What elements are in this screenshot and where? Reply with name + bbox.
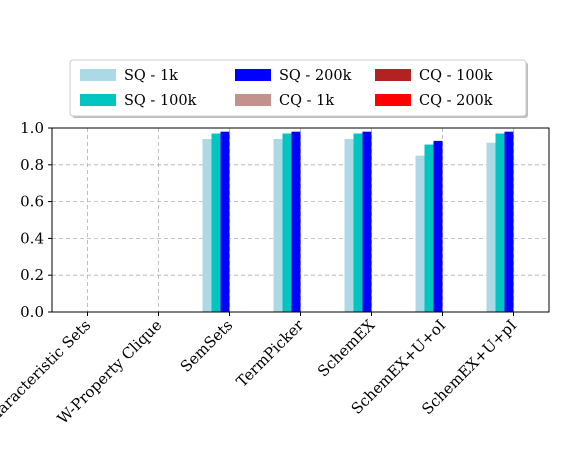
bar [273, 139, 283, 312]
y-tick-label: 0.2 [20, 266, 44, 284]
bar [202, 139, 212, 312]
legend-swatch [375, 94, 411, 106]
legend-label: CQ - 1k [279, 93, 334, 109]
y-tick-label: 0.4 [20, 229, 44, 247]
bar [433, 140, 443, 312]
legend-label: SQ - 200k [279, 68, 352, 84]
bar [504, 131, 514, 312]
legend-label: CQ - 200k [419, 93, 493, 109]
legend: SQ - 1k SQ - 100k SQ - 200k CQ - 1k CQ - 100… [69, 59, 528, 118]
legend-label: CQ - 100k [419, 68, 493, 84]
bar [291, 131, 301, 312]
legend-swatch [375, 69, 411, 81]
x-tick-label: Characteristic Sets [0, 316, 94, 432]
bar [495, 133, 505, 312]
legend-swatch [235, 69, 271, 81]
legend-box [69, 59, 527, 117]
y-tick-label: 0.6 [20, 193, 44, 211]
y-tick-label: 1.0 [20, 119, 44, 137]
bar [362, 131, 372, 312]
bar [220, 131, 230, 312]
y-axis: 0.0 0.2 0.4 0.6 0.8 1.0 [20, 119, 52, 321]
legend-swatch [80, 69, 116, 81]
legend-label: SQ - 1k [124, 68, 178, 84]
legend-swatch [80, 94, 116, 106]
bar [211, 133, 221, 312]
legend-label: SQ - 100k [124, 93, 197, 109]
y-tick-label: 0.8 [20, 156, 44, 174]
bars [202, 131, 514, 312]
bar [282, 133, 292, 312]
y-tick-label: 0.0 [20, 303, 44, 321]
bar [344, 139, 354, 312]
bar [353, 133, 363, 312]
bar [424, 144, 434, 312]
bar [415, 155, 425, 312]
x-tick-label: TermPicker [233, 316, 308, 391]
x-tick-label: SchemEX [314, 316, 379, 381]
bar [486, 142, 496, 312]
legend-swatch [235, 94, 271, 106]
x-tick-label: SemSets [177, 316, 237, 376]
